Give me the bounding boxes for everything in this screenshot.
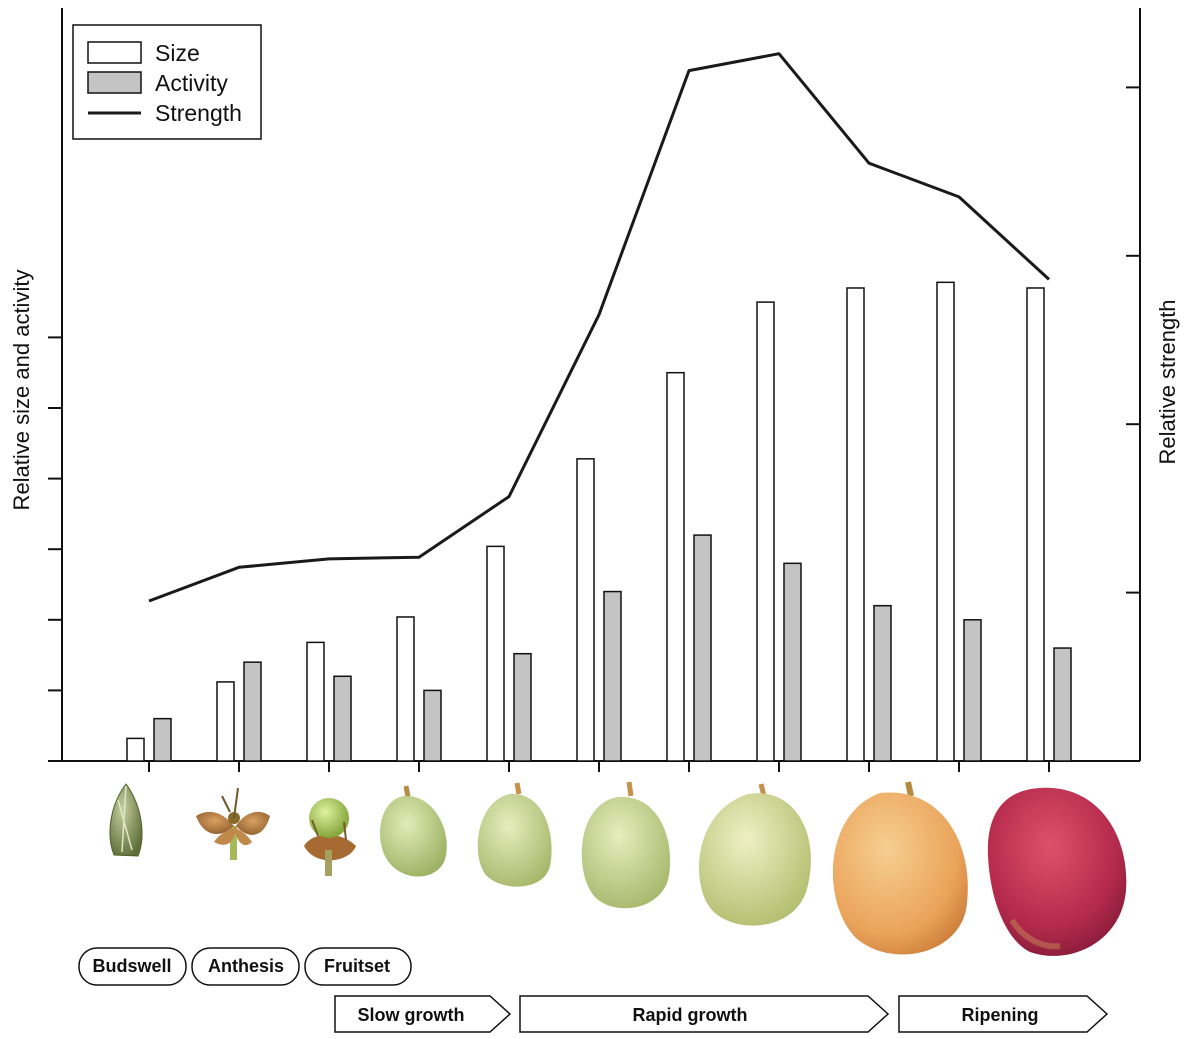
activity-bar-2 <box>243 661 262 762</box>
legend-activity-swatch <box>87 71 142 94</box>
size-bar-10 <box>936 281 955 762</box>
rapid-growth-label: Rapid growth <box>633 1005 748 1025</box>
anthesis-label: Anthesis <box>208 956 284 976</box>
fruitset-label: Fruitset <box>324 956 390 976</box>
size-bar-7 <box>666 371 685 762</box>
activity-bar-7 <box>693 534 712 762</box>
y-axis-label: Relative size and activity <box>9 270 34 511</box>
legend-size-swatch <box>87 41 142 64</box>
activity-bar-4 <box>423 689 442 762</box>
size-bar-4 <box>396 616 415 762</box>
budswell-pill <box>78 947 187 986</box>
legend: Size Activity Strength <box>72 24 262 140</box>
size-bar-1 <box>126 737 145 762</box>
mango-red-image <box>987 787 1127 956</box>
mango-medium-image <box>581 781 671 909</box>
activity-bar-10 <box>963 619 982 762</box>
ripening-label: Ripening <box>962 1005 1039 1025</box>
fruitset-pill <box>304 947 412 986</box>
activity-bar-9 <box>873 604 892 762</box>
x-ticks <box>148 761 1050 772</box>
activity-bar-5 <box>513 652 532 762</box>
right-y-ticks <box>1126 86 1140 594</box>
activity-bar-8 <box>783 562 802 762</box>
activity-bar-1 <box>153 717 172 762</box>
activity-bar-3 <box>333 675 352 762</box>
strength-line <box>148 52 1051 603</box>
legend-activity-label: Activity <box>155 70 228 96</box>
bud-image <box>109 783 143 857</box>
size-bar-2 <box>216 681 235 762</box>
stage-phases: Slow growth Rapid growth Ripening <box>334 995 1109 1033</box>
mango-large-green-image <box>698 783 811 926</box>
size-bar-6 <box>576 458 595 762</box>
anthesis-pill <box>191 947 300 986</box>
left-y-ticks <box>48 336 62 762</box>
fruitset-image <box>304 798 356 876</box>
activity-bar-6 <box>603 590 622 762</box>
y2-axis-label: Relative strength <box>1155 299 1180 464</box>
mango-orange-image <box>832 781 968 955</box>
ripening-arrow <box>898 995 1109 1033</box>
legend-size-label: Size <box>155 40 200 66</box>
flower-image <box>196 787 270 860</box>
size-bar-9 <box>846 287 865 762</box>
size-bar-8 <box>756 301 775 762</box>
stage-events: Budswell Anthesis Fruitset <box>78 947 412 986</box>
size-bar-5 <box>486 545 505 762</box>
budswell-label: Budswell <box>92 956 171 976</box>
slow-growth-label: Slow growth <box>358 1005 465 1025</box>
activity-bar-11 <box>1053 647 1072 762</box>
legend-strength-label: Strength <box>155 100 242 126</box>
mango-small-2-image <box>477 782 552 887</box>
size-bar-3 <box>306 641 325 762</box>
mango-small-1-image <box>380 785 447 877</box>
fruit-images <box>109 781 1127 956</box>
size-bar-11 <box>1026 287 1045 762</box>
bars <box>126 281 1072 762</box>
rapid-growth-arrow <box>519 995 890 1033</box>
slow-growth-arrow <box>334 995 512 1033</box>
